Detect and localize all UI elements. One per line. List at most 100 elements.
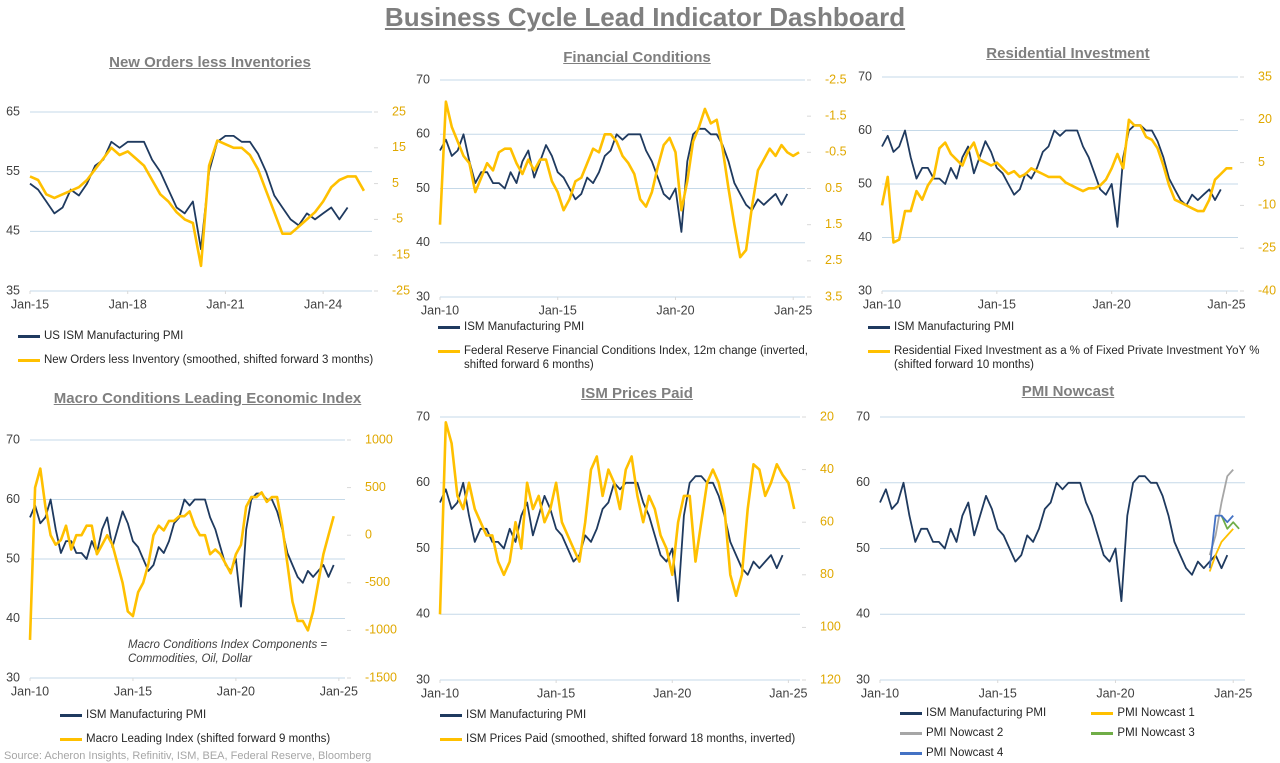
y-tick-label: 30 — [856, 672, 870, 686]
y2-tick-label: -10 — [1258, 198, 1276, 212]
legend-label: PMI Nowcast 1 — [1117, 707, 1195, 719]
legend-item: New Orders less Inventory (smoothed, shi… — [18, 353, 418, 367]
y2-tick-label: 1000 — [365, 432, 393, 446]
chart-title: PMI Nowcast — [1021, 383, 1115, 400]
legend-item: Federal Reserve Financial Conditions Ind… — [438, 344, 843, 372]
y-tick-label: 30 — [416, 672, 430, 686]
legend-label: ISM Manufacturing PMI — [894, 321, 1015, 333]
y2-tick-label: -1.5 — [825, 108, 847, 122]
y2-tick-label: 500 — [365, 480, 386, 494]
y2-tick-label: -1000 — [365, 623, 397, 637]
y-tick-label: 35 — [6, 283, 20, 297]
y-tick-label: 40 — [858, 230, 872, 244]
y-tick-label: 55 — [6, 164, 20, 178]
series-line — [880, 118, 1233, 244]
y-tick-label: 40 — [856, 607, 870, 621]
chart-title: New Orders less Inventories — [109, 54, 311, 71]
y2-tick-label: 80 — [820, 567, 834, 581]
x-tick-label: Jan-24 — [304, 297, 342, 311]
legend: ISM Manufacturing PMI PMI Nowcast 1 PMI No… — [900, 706, 1230, 760]
y-tick-label: 45 — [6, 224, 20, 238]
series-line — [1208, 514, 1234, 569]
y-tick-label: 60 — [416, 127, 430, 141]
y2-tick-label: 1.5 — [825, 217, 842, 231]
y2-tick-label: 5 — [1258, 155, 1265, 169]
x-tick-label: Jan-20 — [1093, 297, 1131, 311]
x-tick-label: Jan-10 — [11, 684, 49, 698]
legend: ISM Manufacturing PMI Federal Reserve Fin… — [438, 320, 843, 372]
series-line — [29, 492, 335, 608]
series-line — [29, 139, 366, 268]
y-tick-label: 60 — [856, 475, 870, 489]
legend-swatch — [18, 359, 40, 362]
x-tick-label: Jan-10 — [421, 303, 459, 317]
legend: ISM Manufacturing PMI ISM Prices Paid (sm… — [440, 708, 860, 746]
y2-tick-label: -500 — [365, 575, 390, 589]
x-tick-label: Jan-20 — [653, 686, 691, 700]
legend-swatch — [60, 714, 82, 717]
legend-swatch — [900, 752, 922, 755]
series-line — [1208, 528, 1234, 572]
x-tick-label: Jan-21 — [206, 297, 244, 311]
x-tick-label: Jan-15 — [539, 303, 577, 317]
y2-tick-label: -5 — [392, 212, 403, 226]
annotation: Macro Conditions Index Components = — [128, 639, 327, 651]
series-line — [881, 124, 1222, 228]
chart-title: ISM Prices Paid — [581, 385, 693, 402]
legend-swatch — [60, 738, 82, 741]
legend: ISM Manufacturing PMI Macro Leading Index… — [60, 708, 390, 746]
y2-tick-label: -2.5 — [825, 72, 847, 86]
legend-label: PMI Nowcast 4 — [926, 747, 1004, 759]
annotation: Commodities, Oil, Dollar — [128, 653, 253, 665]
y-tick-label: 60 — [858, 123, 872, 137]
y-tick-label: 50 — [858, 176, 872, 190]
y2-tick-label: -40 — [1258, 283, 1276, 297]
legend-item: ISM Manufacturing PMI — [60, 708, 390, 722]
x-tick-label: Jan-15 — [114, 684, 152, 698]
legend-label: PMI Nowcast 3 — [1117, 727, 1195, 739]
legend-item: US ISM Manufacturing PMI — [18, 329, 418, 343]
legend-item: PMI Nowcast 1 — [1091, 706, 1230, 720]
y-tick-label: 40 — [6, 611, 20, 625]
y2-tick-label: 40 — [820, 462, 834, 476]
legend-label: Residential Fixed Investment as a % of F… — [894, 345, 1260, 371]
series-line — [439, 127, 789, 233]
y-tick-label: 70 — [856, 409, 870, 423]
legend-label: ISM Prices Paid (smoothed, shifted forwa… — [466, 733, 796, 745]
series-line — [438, 421, 796, 615]
legend-swatch — [438, 326, 460, 329]
legend-item: ISM Manufacturing PMI — [438, 320, 843, 334]
y-tick-label: 65 — [6, 104, 20, 118]
legend-item: ISM Manufacturing PMI — [868, 320, 1278, 334]
y2-tick-label: 25 — [392, 104, 406, 118]
y-tick-label: 70 — [858, 69, 872, 83]
y-tick-label: 30 — [416, 289, 430, 303]
y2-tick-label: 2.5 — [825, 253, 842, 267]
legend-swatch — [868, 326, 890, 329]
legend-item: ISM Manufacturing PMI — [900, 706, 1081, 720]
y-tick-label: 30 — [6, 670, 20, 684]
y2-tick-label: -15 — [392, 247, 410, 261]
x-tick-label: Jan-25 — [1207, 297, 1245, 311]
y2-tick-label: 120 — [820, 672, 841, 686]
y2-tick-label: -25 — [1258, 240, 1276, 254]
legend-label: New Orders less Inventory (smoothed, shi… — [44, 354, 374, 366]
y2-tick-label: -25 — [392, 283, 410, 297]
y2-tick-label: 100 — [820, 620, 841, 634]
y2-tick-label: 3.5 — [825, 289, 842, 303]
x-tick-label: Jan-18 — [109, 297, 147, 311]
legend-item: PMI Nowcast 4 — [900, 746, 1081, 760]
y-tick-label: 50 — [856, 541, 870, 555]
chart-title: Financial Conditions — [563, 49, 711, 66]
legend-swatch — [440, 738, 462, 741]
x-tick-label: Jan-25 — [769, 686, 807, 700]
x-tick-label: Jan-20 — [217, 684, 255, 698]
x-tick-label: Jan-10 — [861, 686, 899, 700]
y-tick-label: 60 — [6, 492, 20, 506]
y2-tick-label: 15 — [392, 140, 406, 154]
legend-label: PMI Nowcast 2 — [926, 727, 1004, 739]
legend-label: ISM Manufacturing PMI — [464, 321, 585, 333]
legend-item: PMI Nowcast 2 — [900, 726, 1081, 740]
